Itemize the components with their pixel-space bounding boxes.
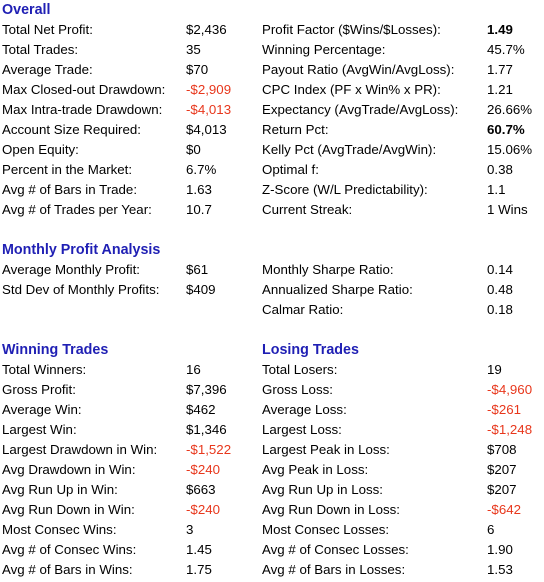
- stat-value: 0.38: [487, 162, 513, 177]
- stat-label: Total Losers:: [262, 362, 338, 377]
- stat-label: Avg Peak in Loss:: [262, 462, 369, 477]
- stat-label: Avg # of Trades per Year:: [2, 202, 152, 217]
- stat-label: Largest Peak in Loss:: [262, 442, 390, 457]
- stat-value: 1.49: [487, 22, 513, 37]
- stat-label: Most Consec Losses:: [262, 522, 390, 537]
- stat-value: $70: [186, 62, 209, 77]
- stat-value: $207: [487, 482, 517, 497]
- stat-label: Payout Ratio (AvgWin/AvgLoss):: [262, 62, 455, 77]
- stat-value: -$240: [186, 502, 221, 517]
- stat-value: -$2,909: [186, 82, 232, 97]
- stat-label: Current Streak:: [262, 202, 353, 217]
- stat-value: 3: [186, 522, 194, 537]
- stat-value: 19: [487, 362, 502, 377]
- stat-value: $0: [186, 142, 201, 157]
- stat-label: Max Intra-trade Drawdown:: [2, 102, 163, 117]
- stat-label: Gross Profit:: [2, 382, 76, 397]
- stat-label: Avg Run Down in Win:: [2, 502, 135, 517]
- stat-value: $708: [487, 442, 517, 457]
- stat-value: 1.45: [186, 542, 212, 557]
- stat-value: 1.53: [487, 562, 513, 577]
- stat-value: 1 Wins: [487, 202, 528, 217]
- stat-label: Profit Factor ($Wins/$Losses):: [262, 22, 441, 37]
- stat-value: 16: [186, 362, 201, 377]
- stat-label: Winning Percentage:: [262, 42, 386, 57]
- stat-value: 26.66%: [487, 102, 533, 117]
- stat-value: 45.7%: [487, 42, 525, 57]
- stat-label: Optimal f:: [262, 162, 319, 177]
- stat-value: 60.7%: [487, 122, 525, 137]
- stat-label: Avg # of Bars in Losses:: [262, 562, 406, 577]
- stat-label: Max Closed-out Drawdown:: [2, 82, 166, 97]
- stat-value: $4,013: [186, 122, 227, 137]
- stat-label: Kelly Pct (AvgTrade/AvgWin):: [262, 142, 437, 157]
- stat-label: Avg # of Bars in Trade:: [2, 182, 138, 197]
- stat-label: Avg Drawdown in Win:: [2, 462, 136, 477]
- stat-value: -$642: [487, 502, 522, 517]
- stat-value: -$4,960: [487, 382, 533, 397]
- section-title-monthly: Monthly Profit Analysis: [2, 242, 161, 258]
- stat-label: Average Loss:: [262, 402, 347, 417]
- stat-value: 1.77: [487, 62, 513, 77]
- stat-label: Avg # of Consec Wins:: [2, 542, 137, 557]
- stat-label: Open Equity:: [2, 142, 79, 157]
- stat-label: Avg Run Down in Loss:: [262, 502, 400, 517]
- stat-value: 10.7: [186, 202, 212, 217]
- stat-label: Avg Run Up in Loss:: [262, 482, 383, 497]
- stat-value: $2,436: [186, 22, 227, 37]
- stat-label: Percent in the Market:: [2, 162, 133, 177]
- stat-value: 0.14: [487, 262, 513, 277]
- stat-value: 6: [487, 522, 495, 537]
- stat-value: -$240: [186, 462, 221, 477]
- stat-label: Average Trade:: [2, 62, 93, 77]
- stat-label: Account Size Required:: [2, 122, 141, 137]
- stat-label: Avg Run Up in Win:: [2, 482, 118, 497]
- section-title-losing: Losing Trades: [262, 342, 359, 358]
- stat-value: $7,396: [186, 382, 227, 397]
- stat-value: 0.18: [487, 302, 513, 317]
- stat-value: $207: [487, 462, 517, 477]
- stat-value: 1.63: [186, 182, 212, 197]
- stat-value: 1.75: [186, 562, 212, 577]
- stat-label: Gross Loss:: [262, 382, 333, 397]
- stat-value: $663: [186, 482, 216, 497]
- section-title-overall: Overall: [2, 2, 51, 18]
- stat-value: 1.90: [487, 542, 513, 557]
- stat-value: 1.1: [487, 182, 506, 197]
- stat-value: $409: [186, 282, 216, 297]
- stat-value: 6.7%: [186, 162, 217, 177]
- stat-value: 35: [186, 42, 201, 57]
- stat-value: $1,346: [186, 422, 227, 437]
- stat-label: Calmar Ratio:: [262, 302, 344, 317]
- stat-label: Std Dev of Monthly Profits:: [2, 282, 160, 297]
- stat-value: 15.06%: [487, 142, 533, 157]
- stat-label: Total Trades:: [2, 42, 79, 57]
- stat-value: -$1,522: [186, 442, 232, 457]
- stat-label: Total Winners:: [2, 362, 87, 377]
- stat-label: Return Pct:: [262, 122, 329, 137]
- stat-value: $462: [186, 402, 216, 417]
- stat-value: -$4,013: [186, 102, 232, 117]
- stat-label: CPC Index (PF x Win% x PR):: [262, 82, 441, 97]
- stat-label: Avg # of Bars in Wins:: [2, 562, 133, 577]
- stat-label: Monthly Sharpe Ratio:: [262, 262, 394, 277]
- stat-label: Average Win:: [2, 402, 82, 417]
- stat-label: Most Consec Wins:: [2, 522, 117, 537]
- stat-value: -$261: [487, 402, 522, 417]
- stat-value: -$1,248: [487, 422, 533, 437]
- stat-value: $61: [186, 262, 209, 277]
- stat-label: Largest Drawdown in Win:: [2, 442, 158, 457]
- stat-label: Avg # of Consec Losses:: [262, 542, 409, 557]
- stat-label: Largest Win:: [2, 422, 77, 437]
- section-title-winning: Winning Trades: [2, 342, 109, 358]
- stat-value: 0.48: [487, 282, 513, 297]
- stat-value: 1.21: [487, 82, 513, 97]
- stat-label: Annualized Sharpe Ratio:: [262, 282, 413, 297]
- stat-label: Expectancy (AvgTrade/AvgLoss):: [262, 102, 459, 117]
- stat-label: Z-Score (W/L Predictability):: [262, 182, 428, 197]
- stat-label: Total Net Profit:: [2, 22, 93, 37]
- stat-label: Largest Loss:: [262, 422, 342, 437]
- stat-label: Average Monthly Profit:: [2, 262, 140, 277]
